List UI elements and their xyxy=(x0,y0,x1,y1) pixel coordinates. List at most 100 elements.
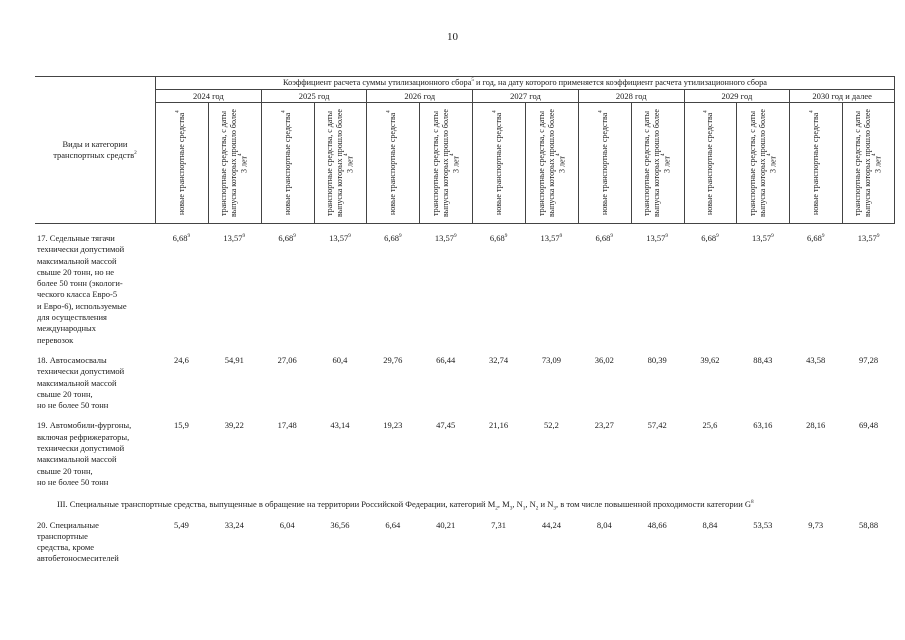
value-cell: 44,24 xyxy=(541,519,561,530)
subcol-older-3-years-label: транспортные средства, с даты выпуска ко… xyxy=(853,109,883,217)
value-cell: 24,6 xyxy=(173,354,189,365)
subcol-older-3-years: транспортные средства, с даты выпуска ко… xyxy=(313,103,367,223)
table-body: 17. Седельные тягачи технически допустим… xyxy=(35,233,895,565)
value-cell: 8,04 xyxy=(596,519,612,530)
value-cell: 13,579 xyxy=(223,233,246,243)
value-cell: 6,64 xyxy=(385,519,401,530)
value-cell: 27,06 xyxy=(277,354,297,365)
subcol-older-3-years: транспортные средства, с даты выпуска ко… xyxy=(525,103,578,223)
value-cell: 54,91 xyxy=(224,354,244,365)
row-label: 18. Автосамосвалы технически допустимой … xyxy=(37,354,125,411)
value-cell: 88,43 xyxy=(753,354,773,365)
subcol-older-3-years: транспортные средства, с даты выпуска ко… xyxy=(630,103,684,223)
subcol-new-vehicles-label: новые транспортные средства4 xyxy=(703,110,715,216)
value-cell: 40,21 xyxy=(436,519,456,530)
subcol-older-3-years-label: транспортные средства, с даты выпуска ко… xyxy=(748,109,778,217)
value-cell: 43,58 xyxy=(806,354,826,365)
value-cell: 13,579 xyxy=(434,233,457,243)
subcol-new-vehicles: новые транспортные средства4 xyxy=(789,103,842,223)
subcol-older-3-years-label: транспортные средства, с даты выпуска ко… xyxy=(430,109,461,217)
value-cell: 39,62 xyxy=(700,354,720,365)
value-cell: 52,2 xyxy=(543,420,559,431)
section-heading: III. Специальные транспортные средства, … xyxy=(57,499,754,512)
stub-header: Виды и категории транспортных средств2 xyxy=(35,77,155,223)
table-header: Виды и категории транспортных средств2 К… xyxy=(35,76,895,224)
subcol-new-vehicles: новые транспортные средства4 xyxy=(472,103,525,223)
value-cell: 73,09 xyxy=(541,354,561,365)
value-cell: 28,16 xyxy=(806,420,826,431)
page-number: 10 xyxy=(447,31,458,43)
value-cell: 60,4 xyxy=(332,354,348,365)
spanning-title-rest: и год, на дату которого применяется коэф… xyxy=(473,78,767,87)
value-cell: 6,689 xyxy=(595,233,614,243)
value-cell: 9,73 xyxy=(808,519,824,530)
value-cell: 7,31 xyxy=(491,519,506,530)
subcol-new-vehicles-label: новые транспортные средства4 xyxy=(175,110,186,216)
subcol-new-vehicles-label: новые транспортные средства4 xyxy=(809,110,821,216)
subcol-older-3-years-label: транспортные средства, с даты выпуска ко… xyxy=(642,109,672,217)
value-cell: 48,66 xyxy=(647,519,667,530)
stub-header-text: Виды и категории транспортных средств xyxy=(53,139,135,160)
subcol-new-vehicles: новые транспортные средства4 xyxy=(260,103,314,223)
coefficient-table: Виды и категории транспортных средств2 К… xyxy=(35,76,895,565)
value-cell: 13,579 xyxy=(751,233,774,243)
subcol-new-vehicles: новые транспортные средства4 xyxy=(577,103,631,223)
year-header-2025: 2025 год xyxy=(260,90,367,103)
value-cell: 6,689 xyxy=(384,233,402,243)
spanning-title-text: Коэффициент расчета суммы утилизационног… xyxy=(282,78,472,87)
stub-footnote: 2 xyxy=(134,150,137,157)
table-row: 19. Автомобили-фургоны, включая рефрижер… xyxy=(35,420,895,488)
year-header-2024: 2024 год xyxy=(155,90,261,103)
value-cell: 17,48 xyxy=(277,420,297,431)
value-cell: 13,579 xyxy=(329,233,351,243)
subcol-older-3-years-label: транспортные средства, с даты выпуска ко… xyxy=(219,109,249,217)
value-cell: 6,689 xyxy=(701,233,719,243)
value-cell: 8,84 xyxy=(702,519,718,530)
value-cell: 6,689 xyxy=(489,233,508,243)
year-header-2028: 2028 год xyxy=(577,90,684,103)
table-row: 20. Специальные транспортные средства, к… xyxy=(35,520,895,565)
value-cell: 36,56 xyxy=(330,519,350,530)
subcol-older-3-years: транспортные средства, с даты выпуска ко… xyxy=(419,103,472,223)
value-cell: 6,04 xyxy=(279,519,295,530)
subcol-older-3-years-label: транспортные средства, с даты выпуска ко… xyxy=(325,109,355,217)
title-footnote: 5 xyxy=(471,77,474,84)
year-header-2030: 2030 год и далее xyxy=(789,90,895,103)
subcol-new-vehicles: новые транспортные средства4 xyxy=(683,103,737,223)
value-cell: 43,14 xyxy=(330,420,350,431)
value-cell: 57,42 xyxy=(647,420,667,431)
subcol-new-vehicles-label: новые транспортные средства4 xyxy=(598,110,609,216)
value-cell: 80,39 xyxy=(647,354,667,365)
row-label: 20. Специальные транспортные средства, к… xyxy=(37,519,119,564)
value-cell: 13,579 xyxy=(540,233,563,243)
subcol-new-vehicles-label: новые транспортные средства4 xyxy=(280,110,292,216)
year-header-2026: 2026 год xyxy=(366,90,473,103)
subcol-older-3-years: транспортные средства, с даты выпуска ко… xyxy=(736,103,789,223)
spanning-title: Коэффициент расчета суммы утилизационног… xyxy=(155,77,895,90)
value-cell: 69,48 xyxy=(859,420,879,431)
value-cell: 39,22 xyxy=(224,420,244,431)
table-row: 18. Автосамосвалы технически допустимой … xyxy=(35,355,895,411)
value-cell: 97,28 xyxy=(859,354,879,365)
table-row: 17. Седельные тягачи технически допустим… xyxy=(35,233,895,346)
year-header-2027: 2027 год xyxy=(472,90,578,103)
value-cell: 6,689 xyxy=(172,233,191,243)
value-cell: 29,76 xyxy=(383,354,403,365)
subcol-new-vehicles-label: новые транспортные средства4 xyxy=(492,110,503,216)
row-label: 19. Автомобили-фургоны, включая рефрижер… xyxy=(37,420,132,487)
value-cell: 33,24 xyxy=(224,519,244,530)
subcol-older-3-years: транспортные средства, с даты выпуска ко… xyxy=(207,103,261,223)
subcol-new-vehicles: новые транспортные средства4 xyxy=(366,103,419,223)
value-cell: 23,27 xyxy=(594,420,614,431)
value-cell: 6,689 xyxy=(806,233,825,243)
row-label: 17. Седельные тягачи технически допустим… xyxy=(37,233,127,345)
subcol-older-3-years-label: транспортные средства, с даты выпуска ко… xyxy=(536,109,567,217)
value-cell: 13,579 xyxy=(646,233,669,243)
value-cell: 25,6 xyxy=(702,420,718,431)
value-cell: 53,53 xyxy=(753,519,773,530)
value-cell: 58,88 xyxy=(859,519,879,530)
subcol-older-3-years: транспортные средства, с даты выпуска ко… xyxy=(842,103,895,223)
year-header-2029: 2029 год xyxy=(683,90,790,103)
value-cell: 15,9 xyxy=(173,420,189,431)
